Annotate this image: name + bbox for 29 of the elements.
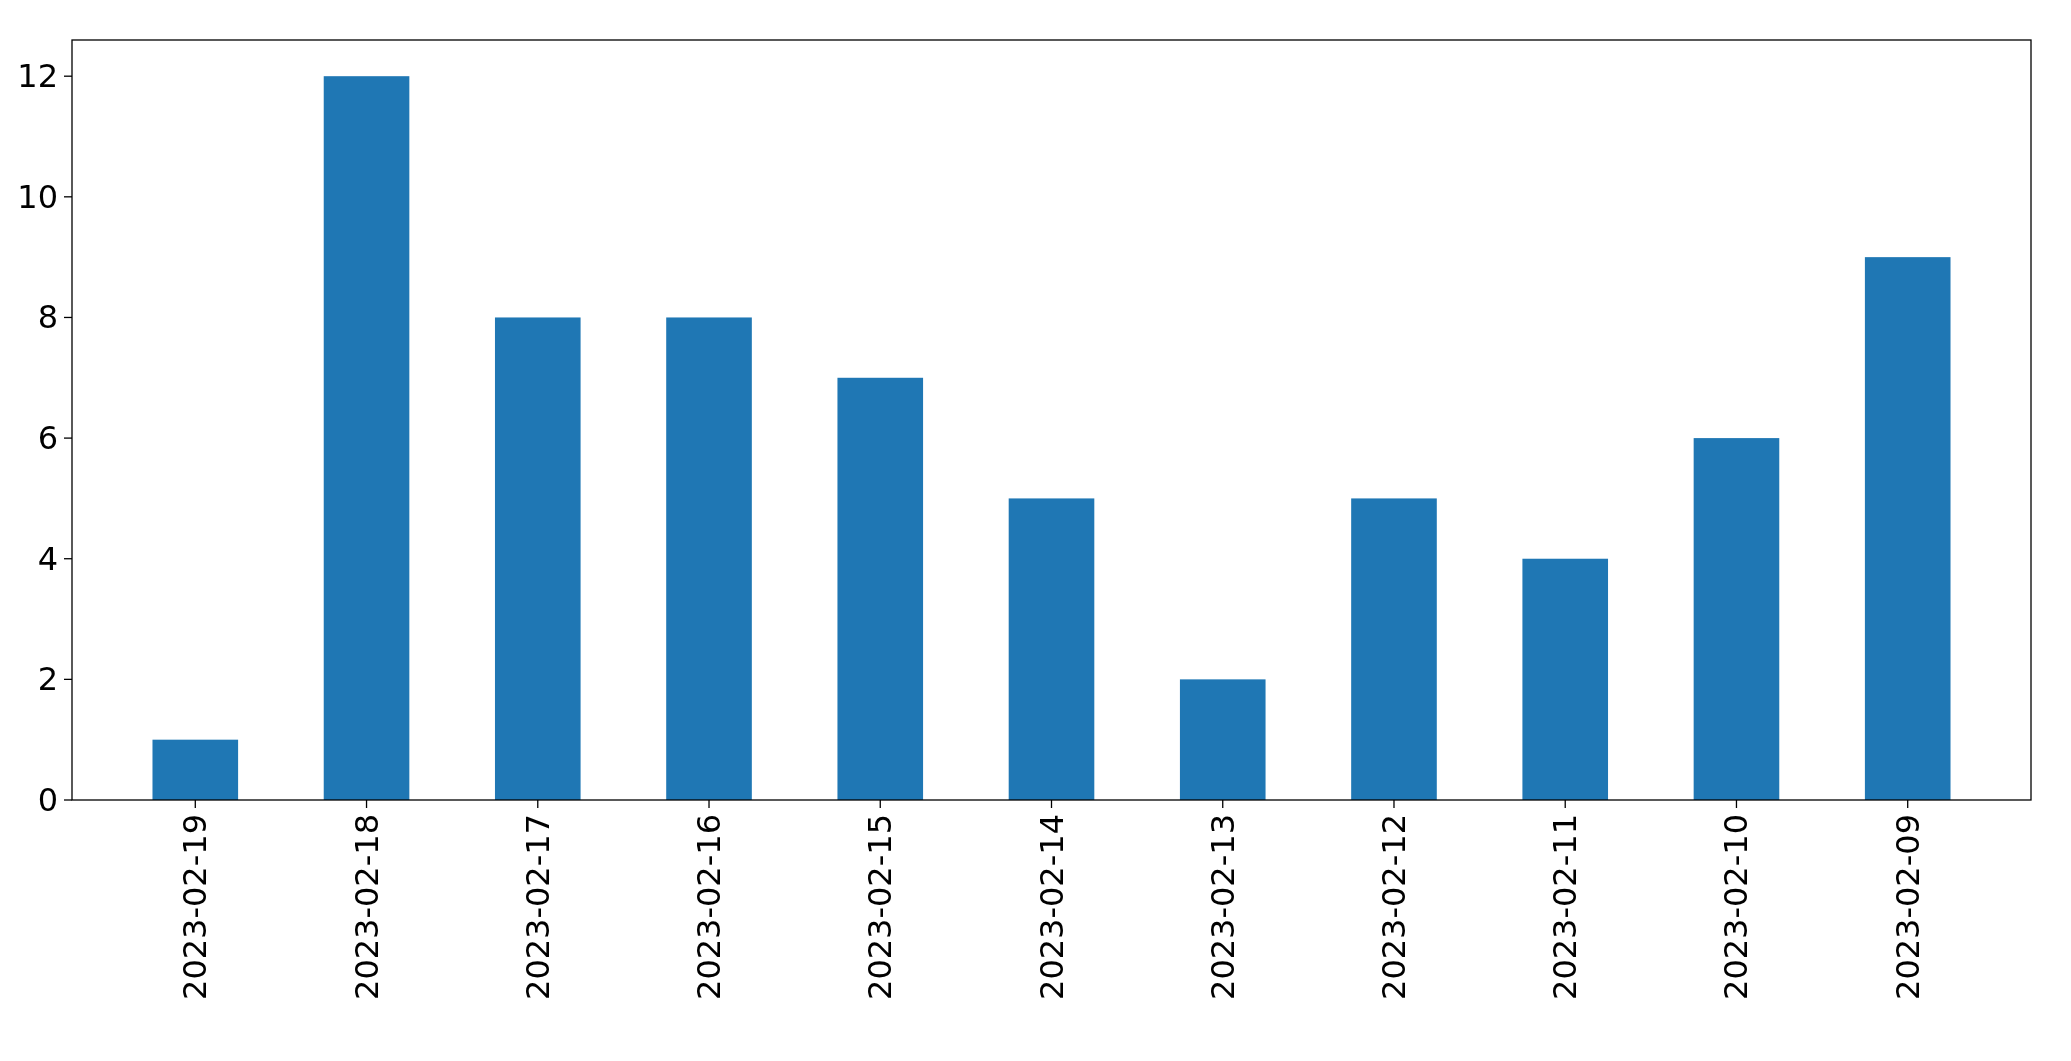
bar <box>1693 438 1780 800</box>
x-tick-label: 2023-02-16 <box>690 814 729 1000</box>
x-tick-label: 2023-02-11 <box>1546 814 1585 1000</box>
bar <box>1179 679 1266 800</box>
bar <box>152 739 239 800</box>
x-tick-label: 2023-02-17 <box>518 814 557 1000</box>
bar <box>837 377 924 800</box>
y-tick-label: 4 <box>37 539 58 578</box>
bar <box>1008 498 1095 800</box>
y-tick-label: 12 <box>17 57 58 96</box>
bar <box>494 317 581 800</box>
bar <box>1522 558 1609 800</box>
x-tick-label: 2023-02-12 <box>1374 814 1413 1000</box>
y-tick-label: 10 <box>17 177 58 216</box>
x-tick-label: 2023-02-14 <box>1032 814 1071 1000</box>
bar <box>323 76 410 800</box>
x-tick-label: 2023-02-19 <box>176 814 215 1000</box>
y-tick-label: 8 <box>37 298 58 337</box>
y-tick-label: 6 <box>37 419 58 458</box>
bar <box>1864 257 1951 800</box>
x-tick-label: 2023-02-13 <box>1203 814 1242 1000</box>
x-tick-label: 2023-02-10 <box>1717 814 1756 1000</box>
bar <box>666 317 752 800</box>
x-tick-label: 2023-02-15 <box>861 814 900 1000</box>
x-tick-label: 2023-02-18 <box>347 814 386 1000</box>
x-tick-label: 2023-02-09 <box>1888 814 1927 1000</box>
y-tick-label: 0 <box>37 781 58 819</box>
y-tick-label: 2 <box>37 660 58 699</box>
bar <box>1351 498 1437 800</box>
